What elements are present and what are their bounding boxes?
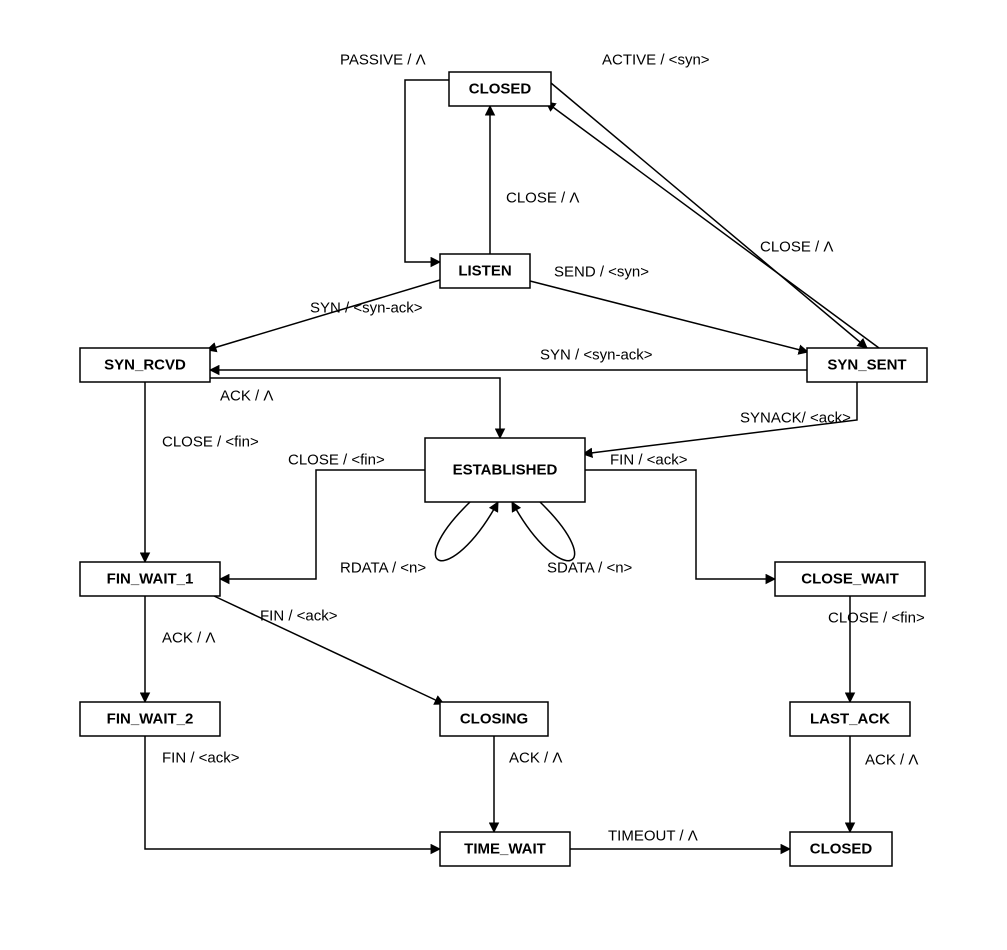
edge-label: SDATA / <n> (547, 560, 633, 577)
edge-path (530, 281, 808, 352)
node-closed_top: CLOSED (449, 72, 551, 106)
node-syn_rcvd: SYN_RCVD (80, 348, 210, 382)
node-label: ESTABLISHED (453, 462, 558, 479)
node-listen: LISTEN (440, 254, 530, 288)
node-closed_bot: CLOSED (790, 832, 892, 866)
edge-synsent-synack-established: SYNACK/ <ack> (583, 382, 857, 454)
edge-synsent-syn-synrcvd: SYN / <syn-ack> (210, 347, 807, 371)
node-time_wait: TIME_WAIT (440, 832, 570, 866)
edge-timewait-timeout-closed: TIMEOUT / Λ (570, 828, 790, 850)
node-close_wait: CLOSE_WAIT (775, 562, 925, 596)
node-label: SYN_SENT (827, 357, 906, 374)
edge-label: RDATA / <n> (340, 560, 426, 577)
edge-label: CLOSE / Λ (760, 239, 833, 256)
node-label: SYN_RCVD (104, 357, 186, 374)
node-last_ack: LAST_ACK (790, 702, 910, 736)
node-label: LISTEN (458, 263, 511, 280)
edge-lastack-ack-closed: ACK / Λ (850, 736, 918, 832)
node-label: CLOSING (460, 711, 528, 728)
edge-path (405, 80, 449, 262)
edge-label: ACK / Λ (865, 752, 918, 769)
edge-path (546, 102, 879, 348)
edge-label: CLOSE / Λ (506, 190, 579, 207)
edge-label: CLOSE / <fin> (288, 452, 385, 469)
edge-label: ACK / Λ (162, 630, 215, 647)
edge-label: CLOSE / <fin> (162, 434, 259, 451)
edge-label: TIMEOUT / Λ (608, 828, 698, 845)
edge-label: SYN / <syn-ack> (540, 347, 653, 364)
edge-path (435, 502, 498, 561)
edge-label: SYN / <syn-ack> (310, 300, 423, 317)
edge-synrcvd-ack-established: ACK / Λ (210, 378, 500, 438)
edge-finwait2-fin-timewait: FIN / <ack> (145, 736, 440, 849)
edge-label: ACK / Λ (220, 388, 273, 405)
edge-label: SYNACK/ <ack> (740, 410, 851, 427)
edge-finwait1-ack-finwait2: ACK / Λ (145, 596, 215, 702)
node-established: ESTABLISHED (425, 438, 585, 502)
node-label: CLOSE_WAIT (801, 571, 899, 588)
node-label: FIN_WAIT_1 (107, 571, 194, 588)
edge-closewait-close-lastack: CLOSE / <fin> (828, 596, 925, 702)
node-label: TIME_WAIT (464, 841, 546, 858)
edge-path (551, 83, 867, 348)
node-fin_wait_2: FIN_WAIT_2 (80, 702, 220, 736)
node-fin_wait_1: FIN_WAIT_1 (80, 562, 220, 596)
edge-label: FIN / <ack> (610, 452, 688, 469)
node-label: LAST_ACK (810, 711, 890, 728)
node-syn_sent: SYN_SENT (807, 348, 927, 382)
node-closing: CLOSING (440, 702, 548, 736)
edge-synsent-close-closed: CLOSE / Λ (546, 102, 879, 348)
edge-label: FIN / <ack> (260, 608, 338, 625)
edge-path (512, 502, 575, 561)
edge-finwait1-fin-closing: FIN / <ack> (214, 596, 444, 704)
edge-synrcvd-close-finwait1: CLOSE / <fin> (145, 382, 259, 562)
edge-label: CLOSE / <fin> (828, 610, 925, 627)
node-label: CLOSED (469, 81, 532, 98)
node-label: FIN_WAIT_2 (107, 711, 194, 728)
tcp-state-diagram: PASSIVE / Λ ACTIVE / <syn> CLOSE / Λ SYN / … (0, 0, 1007, 950)
edge-label: PASSIVE / Λ (340, 52, 426, 69)
node-label: CLOSED (810, 841, 873, 858)
nodes-layer: CLOSED LISTEN SYN_RCVD SYN_SENT ESTABLISHED F… (80, 72, 927, 866)
edge-label: ACK / Λ (509, 750, 562, 767)
edge-established-sdata-loop: SDATA / <n> (512, 502, 633, 577)
edge-label: ACTIVE / <syn> (602, 52, 710, 69)
edge-listen-close-closed: CLOSE / Λ (490, 106, 579, 254)
edge-label: SEND / <syn> (554, 264, 649, 281)
edge-listen-syn-synrcvd: SYN / <syn-ack> (207, 280, 440, 350)
edge-closed-passive-listen: PASSIVE / Λ (340, 52, 449, 263)
edge-listen-send-synsent: SEND / <syn> (530, 264, 808, 353)
edge-label: FIN / <ack> (162, 750, 240, 767)
edge-established-rdata-loop: RDATA / <n> (340, 502, 498, 577)
edge-closing-ack-timewait: ACK / Λ (494, 736, 562, 832)
